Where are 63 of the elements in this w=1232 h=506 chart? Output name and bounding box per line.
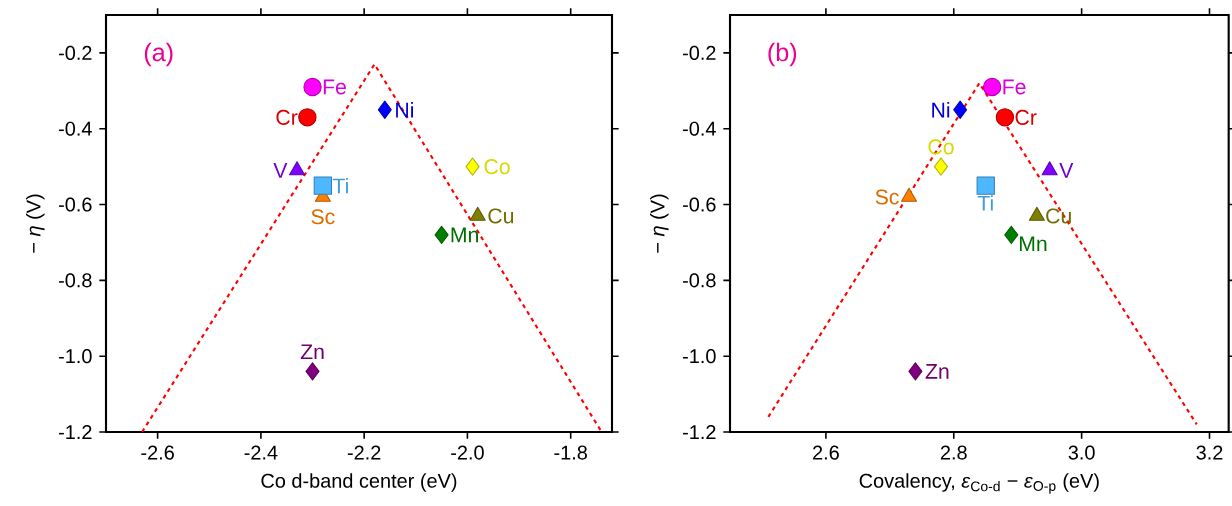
series-label: Fe [1003,79,1026,95]
series-label: Cu [488,208,514,224]
x-tick-label: 2.8 [940,445,967,460]
series-label: Ti [332,177,348,194]
point [465,157,480,176]
point [377,100,392,119]
y-tick-label: -0.4 [683,121,716,136]
y-tick-label: -0.2 [683,45,716,60]
x-tick-label: -1.8 [554,445,587,460]
series-label: V [273,163,288,178]
series-label: Sc [875,189,899,205]
y-tick-label: -1.0 [683,349,716,364]
y-tick-label: -0.4 [58,121,92,136]
y-tick-label: -1.0 [58,349,92,364]
point [298,108,317,127]
y-tick-label: -0.2 [58,45,92,60]
x-tick-label: 3.2 [1196,445,1223,460]
x-axis-title: Co d-band center (eV) [261,473,457,492]
point [953,100,968,119]
series-label: Cr [276,109,298,125]
series-label: Zn [300,344,324,360]
x-tick-label: -2.6 [141,445,174,460]
point [908,362,923,381]
series-label: Ti [977,195,993,211]
annotation: (a) [144,42,173,67]
y-axis-title: − η (V) [26,194,45,253]
point [982,77,1002,97]
series-label: Ni [932,102,950,118]
y-tick-label: -0.6 [683,197,716,212]
y-axis-title: − η (V) [650,194,669,253]
series-label: V [1059,163,1074,178]
point [305,362,320,381]
series-label: Zn [925,364,949,379]
y-tick-label: -0.6 [58,197,92,212]
series-label: Fe [323,79,346,95]
point [303,77,322,97]
y-tick-label: -1.2 [683,425,716,439]
series-label: Co [484,159,510,175]
y-tick-label: -1.2 [58,425,92,439]
point [1041,161,1058,176]
series-label: Ni [396,102,414,118]
point [289,161,306,176]
point [313,176,333,195]
y-tick-label: -0.8 [58,273,92,288]
series-label: Cu [1046,208,1071,224]
series-label: Mn [1019,236,1047,252]
point [976,176,995,195]
point [1004,225,1019,245]
point [995,108,1015,127]
x-tick-label: 3.0 [1068,445,1095,460]
x-tick-label: -2.0 [451,445,484,460]
annotation: (b) [768,42,797,67]
series-label: Mn [451,227,478,243]
point [933,157,948,176]
x-axis-title: Covalency, ε$_{Co-d}$ − ε$_{O-p}$ (eV) [859,473,1099,494]
point [434,225,449,245]
series-label: Sc [311,209,335,225]
x-tick-label: -2.2 [347,445,381,460]
series-label: Co [928,139,954,155]
x-tick-label: -2.4 [244,445,278,460]
series-label: Cr [1015,109,1037,125]
y-tick-label: -0.8 [683,273,716,288]
x-tick-label: 2.6 [813,445,839,460]
